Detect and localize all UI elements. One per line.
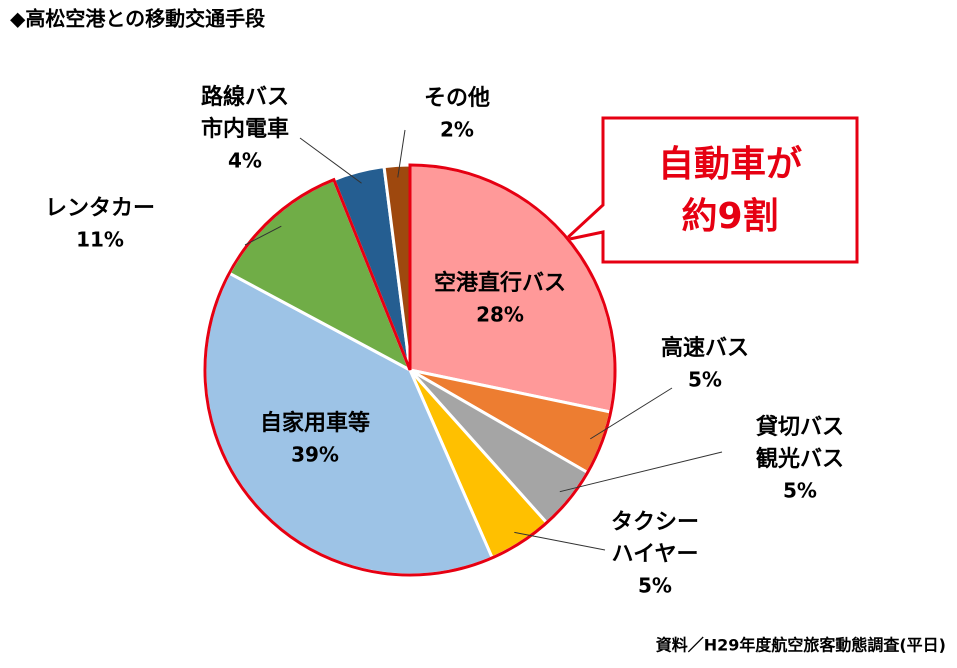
value-label: 5% xyxy=(638,574,672,598)
annotation: 約9割 xyxy=(681,196,778,237)
callout-box xyxy=(559,116,859,264)
value-label: 11% xyxy=(76,228,124,252)
slice-label: 高速バス xyxy=(661,335,749,361)
leader-line xyxy=(397,129,406,178)
chart-title: ◆高松空港との移動交通手段 xyxy=(10,7,265,31)
value-label: 39% xyxy=(291,443,339,467)
slice-label: 貸切バス xyxy=(755,414,844,440)
slice-label: ハイヤー xyxy=(612,542,699,567)
leader-line xyxy=(590,387,673,440)
value-label: 5% xyxy=(783,479,817,503)
annotation: 自動車が xyxy=(658,144,802,185)
source: 資料／H29年度航空旅客動態調査(平日) xyxy=(656,636,946,655)
slice-label: 自家用車等 xyxy=(260,410,370,436)
value-label: 5% xyxy=(688,368,722,392)
slice-label: 空港直行バス xyxy=(434,270,566,296)
slice-label: 路線バス xyxy=(201,84,289,110)
slice-label: 市内電車 xyxy=(201,116,289,142)
value-label: 4% xyxy=(228,149,262,173)
slice-label: 観光バス xyxy=(756,446,844,472)
slice-label: レンタカー xyxy=(45,196,155,221)
value-label: 2% xyxy=(440,118,474,142)
leader-line xyxy=(244,225,282,246)
leader-line xyxy=(514,531,606,551)
slice-label: その他 xyxy=(424,86,490,111)
leader-line xyxy=(559,451,723,493)
leader-line xyxy=(299,137,362,184)
slice-label: タクシー xyxy=(611,510,699,535)
highlight-outline xyxy=(203,163,617,577)
value-label: 28% xyxy=(476,303,524,327)
